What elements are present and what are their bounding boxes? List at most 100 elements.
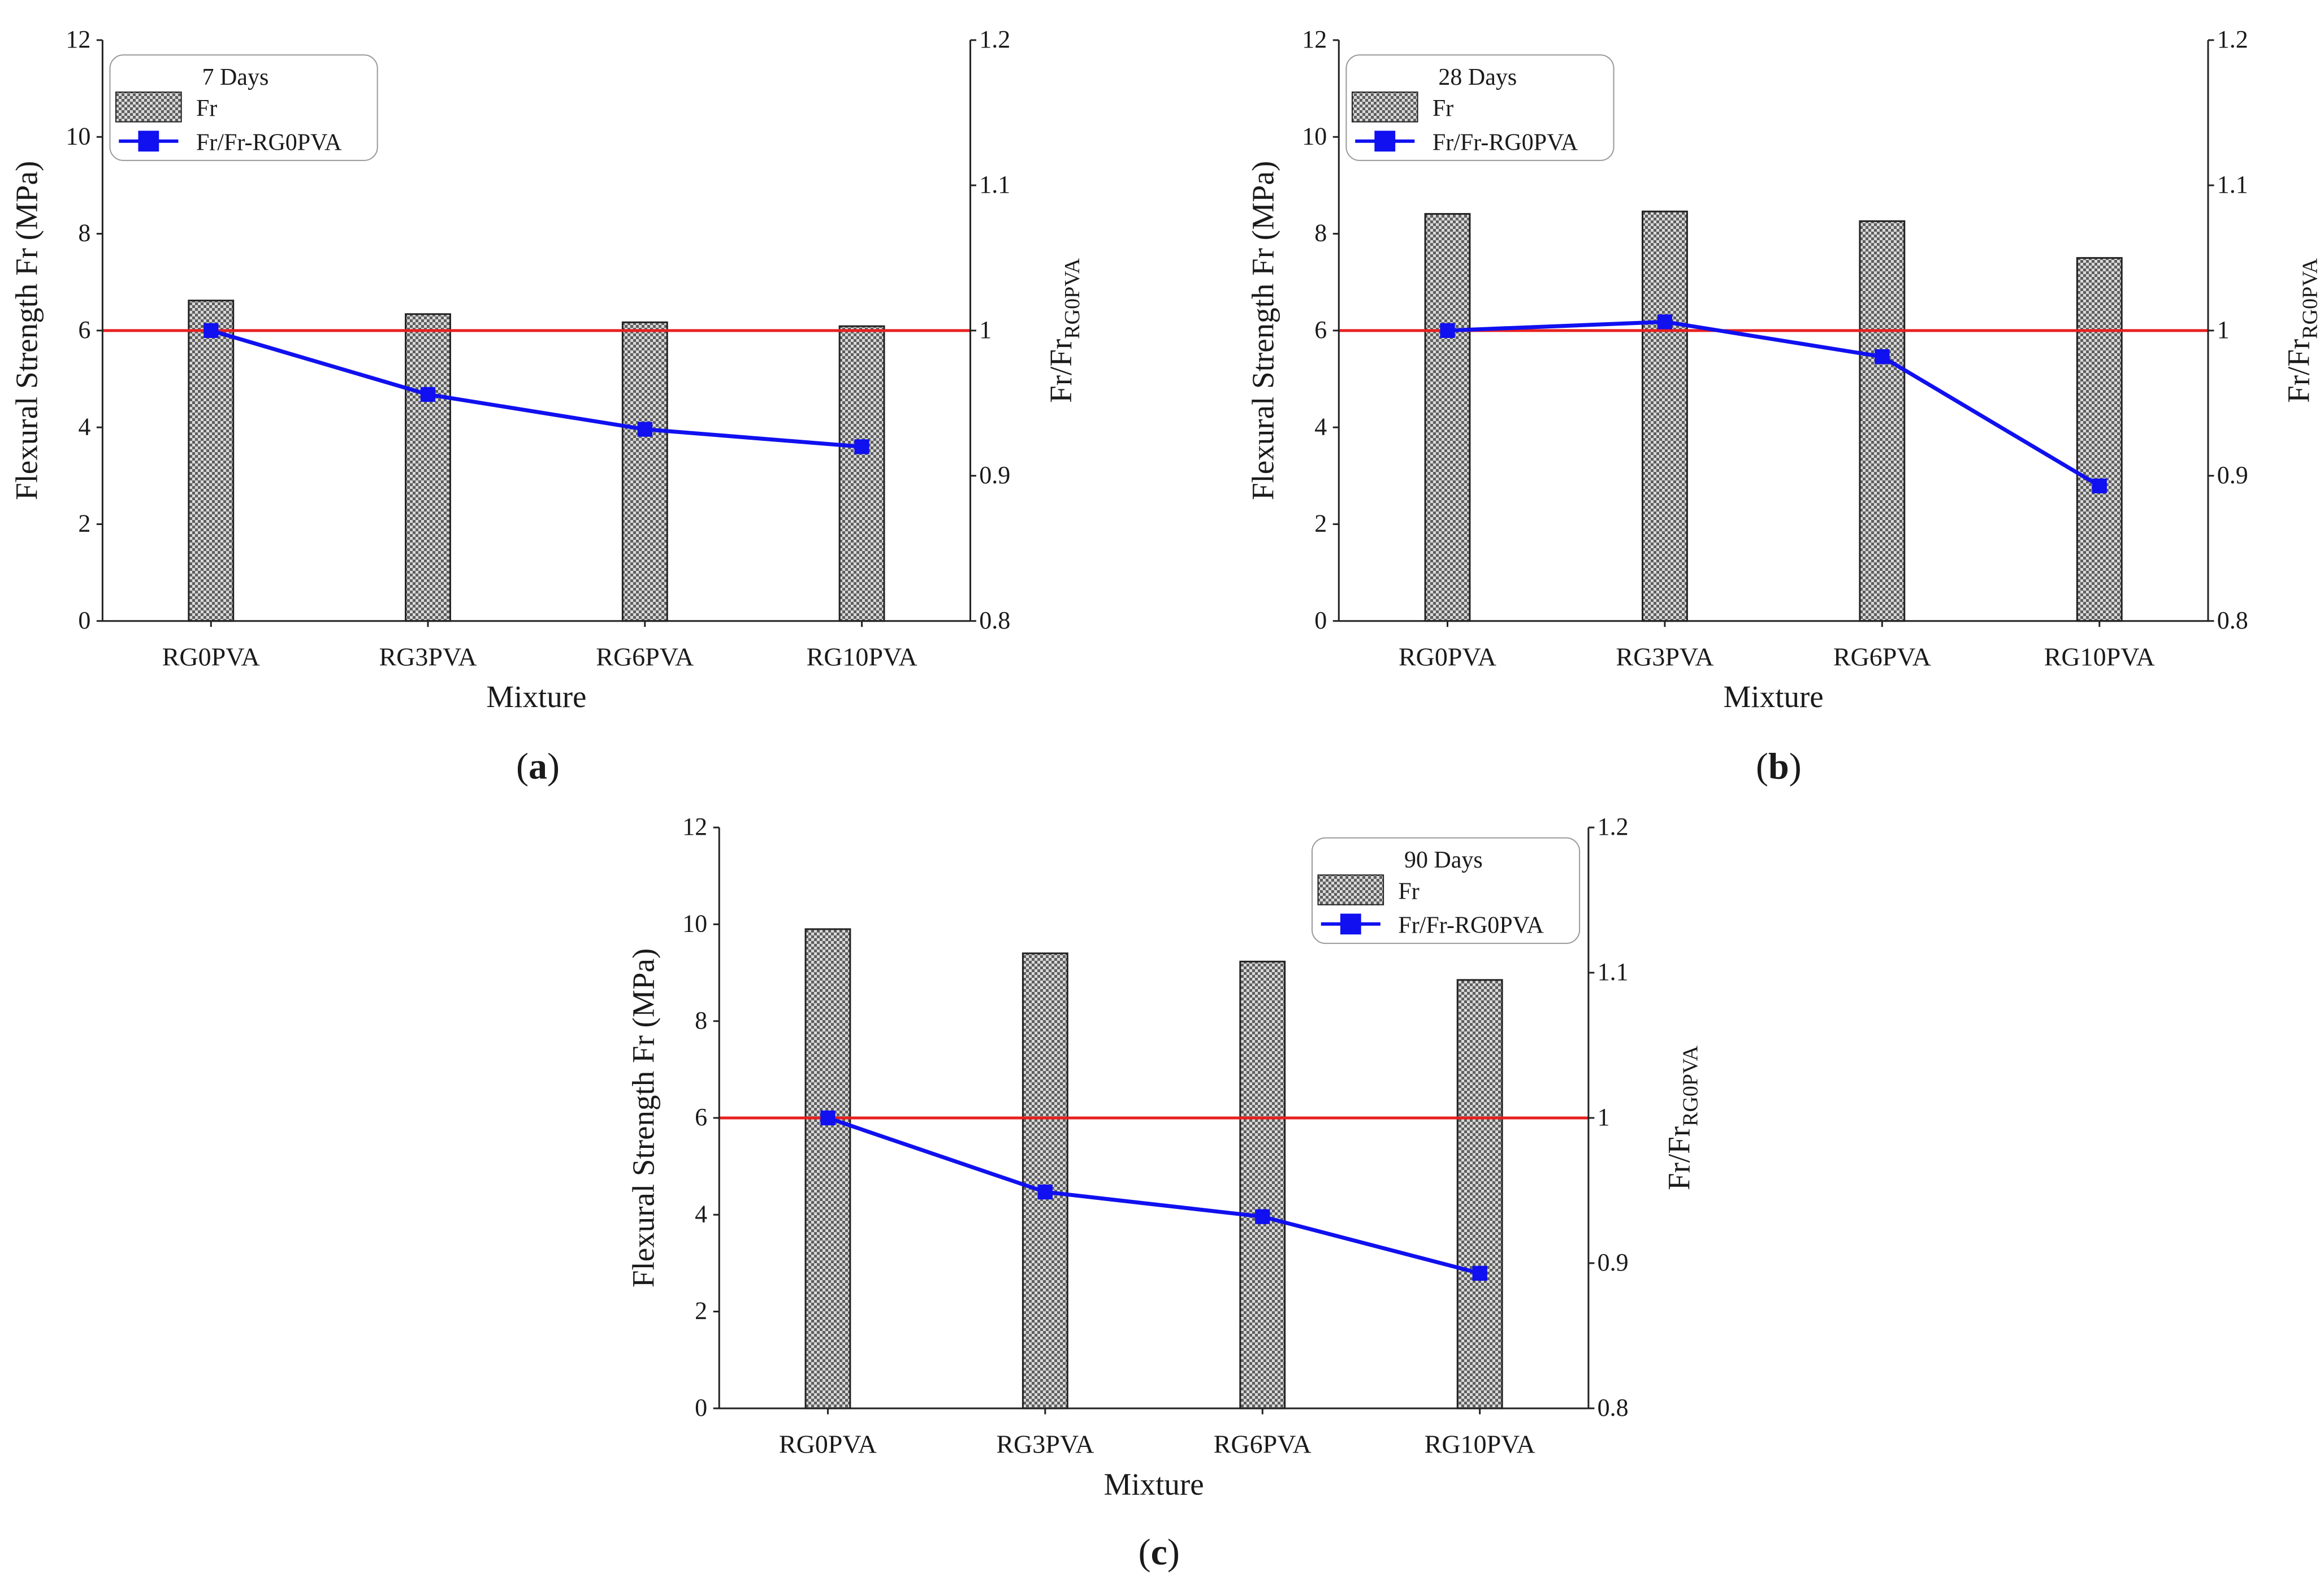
legend-line-label: Fr/Fr-RG0PVA xyxy=(1433,129,1578,155)
y-tick-label: 0 xyxy=(78,606,90,634)
x-tick-label: RG3PVA xyxy=(1616,643,1713,671)
legend-line-label: Fr/Fr-RG0PVA xyxy=(196,129,342,155)
y2-axis-title: Fr/FrRG0PVA xyxy=(2282,258,2322,403)
panel-label-open: ( xyxy=(516,745,529,787)
x-tick-label: RG6PVA xyxy=(596,643,694,671)
panel-label-letter: b xyxy=(1768,745,1789,787)
y-axis-title: Flexural Strength Fr (MPa) xyxy=(1246,161,1280,500)
ratio-series-line xyxy=(210,328,862,449)
y-tick-label: 2 xyxy=(78,510,90,537)
legend-bar-label: Fr xyxy=(196,96,217,122)
panel-label-letter: c xyxy=(1151,1532,1167,1573)
legend-bar-swatch xyxy=(115,91,182,123)
y-tick-label: 8 xyxy=(695,1007,707,1034)
y2-tick-label: 1.1 xyxy=(979,171,1010,198)
ratio-marker-rg6pva xyxy=(637,422,652,437)
panel-a-legend: 7 Days Fr Fr/Fr-RG0PVA xyxy=(109,54,378,161)
ratio-marker-rg6pva xyxy=(1255,1209,1270,1224)
y2-tick-label: 0.9 xyxy=(2217,461,2248,489)
y-tick-label: 0 xyxy=(1314,606,1327,634)
y-tick-label: 6 xyxy=(1314,316,1327,344)
y2-tick-label: 1 xyxy=(979,316,992,344)
y-axis-title: Flexural Strength Fr (MPa) xyxy=(626,948,661,1287)
legend-title: 7 Days xyxy=(202,64,269,90)
y-axis-title: Flexural Strength Fr (MPa) xyxy=(10,161,44,500)
legend-box xyxy=(1345,54,1615,161)
y-tick-label: 4 xyxy=(78,413,90,440)
y2-tick-label: 0.8 xyxy=(979,606,1010,634)
panel-label-open: ( xyxy=(1756,745,1768,787)
panel-label: (c) xyxy=(1139,1532,1180,1573)
y2-axis-title-subscript: RG0PVA xyxy=(1061,258,1084,339)
panel-label-close: ) xyxy=(1167,1532,1180,1573)
ratio-marker-rg3pva xyxy=(1657,314,1673,330)
panel-b-axes: 0 2 4 6 8 10 12 0.8 0.9 1 1.1 1.2 RG0PVA RG3PVA RG6PVA… xyxy=(1302,25,2248,671)
x-tick-label: RG0PVA xyxy=(779,1430,877,1459)
panel-label-close: ) xyxy=(1789,745,1802,787)
bar-rg3pva xyxy=(1641,210,1688,622)
y2-tick-label: 1.1 xyxy=(1598,958,1629,986)
legend-line-label: Fr/Fr-RG0PVA xyxy=(1398,913,1544,939)
ratio-marker-rg10pva xyxy=(2092,478,2107,493)
panel-b-ratio-line-group xyxy=(1440,314,2107,493)
y-tick-label: 4 xyxy=(1314,413,1327,440)
x-tick-label: RG3PVA xyxy=(996,1430,1094,1459)
y-tick-label: 0 xyxy=(695,1394,707,1421)
chart-panel-c: 0 2 4 6 8 10 12 0.8 0.9 1 1.1 1.2 RG0PVA RG3PVA RG6PVA… xyxy=(626,813,1703,1573)
y2-tick-label: 0.8 xyxy=(1598,1394,1629,1421)
x-tick-label: RG6PVA xyxy=(1214,1430,1312,1459)
y2-tick-label: 0.9 xyxy=(979,461,1010,489)
y-tick-label: 10 xyxy=(682,910,707,938)
y-tick-label: 6 xyxy=(695,1103,707,1131)
bar-rg3pva xyxy=(1022,952,1068,1410)
ratio-marker-rg3pva xyxy=(1037,1184,1053,1200)
panel-b-legend: 28 Days Fr Fr/Fr-RG0PVA xyxy=(1345,54,1615,161)
bar-rg6pva xyxy=(1859,220,1906,622)
legend-box xyxy=(1311,837,1581,944)
y2-axis-title: Fr/FrRG0PVA xyxy=(1662,1045,1703,1190)
y-tick-label: 12 xyxy=(682,813,707,840)
chart-panel-b: 0 2 4 6 8 10 12 0.8 0.9 1 1.1 1.2 RG0PVA RG3PVA RG6PVA… xyxy=(1246,25,2322,787)
panel-label-letter: a xyxy=(529,745,547,787)
panel-label: (b) xyxy=(1756,745,1802,787)
x-axis-title: Mixture xyxy=(1103,1467,1204,1501)
y2-axis-title-subscript: RG0PVA xyxy=(2299,258,2322,339)
x-tick-label: RG3PVA xyxy=(379,643,477,671)
ratio-marker-rg0pva xyxy=(1440,323,1455,338)
x-tick-label: RG6PVA xyxy=(1833,643,1931,671)
y2-tick-label: 1 xyxy=(2217,316,2230,344)
ratio-marker-rg0pva xyxy=(204,323,219,338)
panel-c-legend: 90 Days Fr Fr/Fr-RG0PVA xyxy=(1311,837,1581,944)
legend-title: 90 Days xyxy=(1404,847,1483,873)
legend-line-marker xyxy=(1340,913,1361,935)
y2-tick-label: 1.1 xyxy=(2217,171,2248,198)
x-tick-label: RG10PVA xyxy=(807,643,918,671)
x-tick-label: RG0PVA xyxy=(162,643,260,671)
y2-axis-title: Fr/FrRG0PVA xyxy=(1044,258,1084,403)
panel-a-ratio-line-group xyxy=(204,323,869,454)
bar-rg0pva xyxy=(1424,213,1471,622)
panel-c-bars xyxy=(804,928,1503,1410)
legend-bar-label: Fr xyxy=(1398,878,1419,904)
bar-rg10pva xyxy=(1456,979,1503,1410)
y2-tick-label: 1.2 xyxy=(2217,25,2248,53)
bar-rg10pva xyxy=(838,325,885,622)
legend-bar-label: Fr xyxy=(1433,96,1453,122)
panel-b-bars xyxy=(1424,210,2123,622)
y2-axis-title-subscript: RG0PVA xyxy=(1679,1045,1703,1126)
legend-bar-swatch xyxy=(1317,874,1384,905)
y-tick-label: 4 xyxy=(695,1200,707,1228)
ratio-marker-rg6pva xyxy=(1875,349,1890,365)
ratio-marker-rg10pva xyxy=(1472,1265,1487,1281)
y2-tick-label: 0.8 xyxy=(2217,606,2248,634)
y-tick-label: 12 xyxy=(1302,25,1327,53)
y-tick-label: 10 xyxy=(66,122,90,150)
ratio-marker-rg10pva xyxy=(854,439,869,454)
y-tick-label: 10 xyxy=(1302,122,1327,150)
y-tick-label: 6 xyxy=(78,316,90,344)
panel-c-ratio-line-group xyxy=(820,1110,1487,1281)
bar-rg10pva xyxy=(2076,257,2123,622)
panel-a-axes: 0 2 4 6 8 10 12 0.8 0.9 1 1.1 1.2 RG0PVA RG3PVA RG6PVA… xyxy=(66,25,1010,671)
y-tick-label: 2 xyxy=(1314,510,1327,537)
